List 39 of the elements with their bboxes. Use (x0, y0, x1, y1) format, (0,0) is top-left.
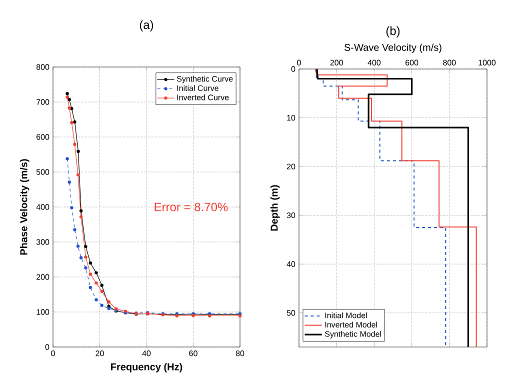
x-tick-label: 80 (236, 350, 244, 356)
x-axis-title: S-Wave Velocity (m/s) (344, 44, 442, 53)
y-axis-title: Phase Velocity (m/s) (20, 159, 30, 255)
x-tick-label: 600 (406, 60, 418, 66)
y-tick-label: 100 (36, 309, 50, 315)
x-tick-label: 20 (96, 350, 104, 356)
legend-label: Synthetic Curve (176, 76, 233, 84)
y-tick-label: 800 (36, 64, 50, 70)
annotation: Error = 8.70% (154, 202, 228, 212)
x-tick-label: 0 (51, 350, 55, 356)
legend-label: Synthetic Model (325, 330, 382, 338)
x-tick-label: 60 (189, 350, 198, 356)
y-tick-label: 700 (36, 99, 50, 105)
y-tick-label: 30 (286, 212, 296, 218)
x-tick-label: 0 (297, 60, 301, 66)
y-tick-label: 10 (287, 114, 296, 121)
x-tick-label: 40 (142, 350, 151, 356)
y-tick-label: 600 (36, 134, 50, 140)
chart-title: (b) (386, 26, 400, 38)
x-tick-label: 800 (443, 60, 456, 66)
y-tick-label: 300 (36, 239, 50, 245)
x-tick-label: 1000 (478, 60, 496, 66)
legend-label: Initial Curve (177, 85, 218, 91)
y-tick-label: 40 (286, 261, 296, 267)
x-axis-title: Frequency (Hz) (111, 363, 182, 372)
legend-label: Inverted Model (325, 322, 378, 328)
legend-label: Initial Model (325, 312, 367, 318)
y-tick-label: 0 (291, 66, 296, 72)
y-tick-label: 400 (36, 204, 50, 210)
legend-label: Inverted Curve (177, 94, 229, 100)
y-tick-label: 20 (286, 164, 296, 170)
x-tick-label: 400 (368, 60, 381, 66)
chart-title: (a) (140, 20, 154, 32)
y-tick-label: 500 (36, 169, 50, 175)
x-tick-label: 200 (330, 60, 343, 66)
y-tick-label: 200 (36, 274, 50, 280)
y-axis-title: Depth (m) (270, 185, 280, 231)
y-tick-label: 0 (45, 344, 50, 350)
y-tick-label: 50 (286, 310, 296, 316)
